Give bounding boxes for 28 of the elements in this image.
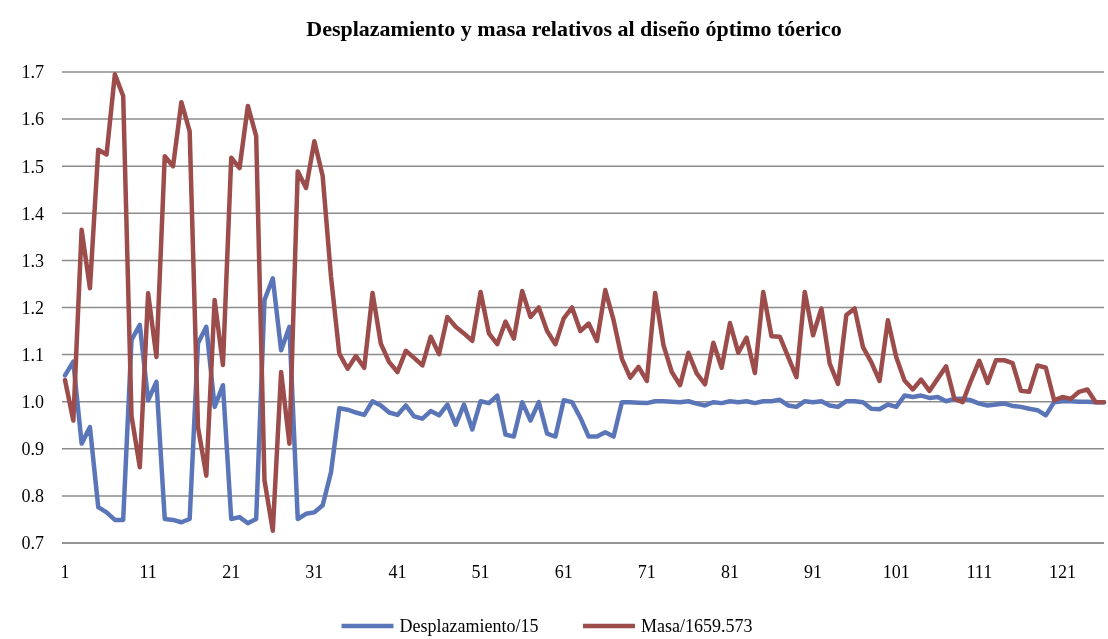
y-tick-label: 0.9 — [21, 439, 44, 460]
line-series — [62, 72, 1107, 533]
x-tick-label: 31 — [305, 562, 324, 582]
y-tick-label: 1.0 — [21, 392, 44, 412]
x-tick-label: 11 — [139, 562, 157, 582]
x-tick-label: 121 — [1048, 562, 1076, 582]
y-tick-label: 1.6 — [21, 109, 44, 130]
x-tick-label: 101 — [882, 562, 910, 582]
x-tick-label: 41 — [388, 562, 407, 582]
chart-title: Desplazamiento y masa relativos al diseño óptimo tóerico — [306, 16, 842, 41]
legend-label: Masa/1659.573 — [641, 616, 753, 636]
legend-label: Desplazamiento/15 — [399, 616, 539, 636]
x-tick-label: 51 — [471, 562, 490, 582]
y-tick-label: 1.4 — [21, 203, 44, 224]
y-tick-label: 1.1 — [21, 344, 44, 365]
x-tick-label: 1 — [60, 562, 70, 582]
y-tick-label: 1.5 — [21, 156, 44, 177]
y-tick-label: 0.8 — [21, 486, 44, 507]
y-tick-label: 1.2 — [21, 297, 44, 318]
y-tick-label: 1.3 — [21, 250, 44, 271]
x-tick-label: 61 — [554, 562, 573, 582]
x-tick-label: 91 — [804, 562, 823, 582]
x-tick-label: 21 — [222, 562, 241, 582]
y-tick-label: 0.7 — [21, 533, 44, 554]
x-tick-label: 111 — [966, 562, 993, 582]
x-tick-label: 81 — [720, 562, 739, 582]
x-tick-label: 71 — [637, 562, 656, 582]
y-tick-label: 1.7 — [21, 62, 44, 83]
